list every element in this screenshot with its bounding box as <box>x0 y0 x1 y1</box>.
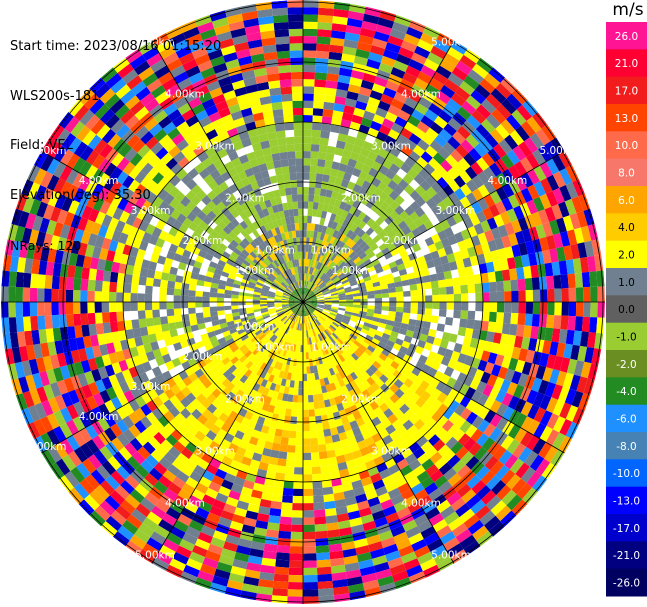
colorbar-tick-label: 10.0 <box>615 140 638 152</box>
colorbar-swatch <box>606 49 647 78</box>
range-rings <box>1 0 605 604</box>
range-ring-label: 2.00km <box>225 394 265 406</box>
range-ring-label: 3.00km <box>436 205 476 217</box>
colorbar-swatch <box>606 568 647 597</box>
range-ring-label: 3.00km <box>195 141 235 153</box>
scan-info-panel: Start time: 2023/08/16 01:15:20 WLS200s-… <box>10 6 221 288</box>
colorbar-swatch <box>606 22 647 50</box>
colorbar-tick-label: 6.0 <box>618 195 635 207</box>
range-ring-label: 1.00km <box>235 321 275 333</box>
colorbar-swatch <box>606 213 647 242</box>
range-ring-label: 3.00km <box>131 381 171 393</box>
colorbar-tick-label: 4.0 <box>618 222 635 234</box>
colorbar-tick-label: -4.0 <box>616 386 637 398</box>
colorbar-swatch <box>606 541 647 570</box>
colorbar-tick-label: -17.0 <box>613 523 640 535</box>
range-ring-label: 1.00km <box>235 265 275 277</box>
colorbar-swatch <box>606 76 647 105</box>
colorbar-swatch <box>606 350 647 378</box>
colorbar-tick-label: 8.0 <box>618 167 635 179</box>
colorbar-swatch <box>606 322 647 351</box>
range-ring-label: 1.00km <box>332 265 372 277</box>
colorbar-swatch <box>606 486 647 515</box>
colorbar-swatch <box>606 268 647 296</box>
colorbar-tick-label: 1.0 <box>618 277 635 289</box>
colorbar-swatch <box>606 377 647 406</box>
range-ring-label: 4.00km <box>79 411 119 423</box>
range-ring-label: 4.00km <box>401 497 441 509</box>
colorbar-tick-label: 21.0 <box>615 58 638 70</box>
range-ring-label: 1.00km <box>311 342 351 354</box>
colorbar-tick-label: 13.0 <box>615 113 638 125</box>
range-ring-label: 5.00km <box>431 37 471 49</box>
colorbar-tick-label: -1.0 <box>616 331 637 343</box>
range-ring-label: 4.00km <box>79 175 119 187</box>
velocity-colorbar: 26.0 21.0 17.0 13.0 10.0 8.0 6.0 4.0 2.0 1.0 0.0 -1… <box>606 22 647 607</box>
colorbar-swatch <box>606 514 647 542</box>
colorbar-tick-label: -30.0 <box>613 605 640 607</box>
range-ring-label: 3.00km <box>131 205 171 217</box>
colorbar-tick-label: 0.0 <box>618 304 635 316</box>
range-ring-label: 3.00km <box>371 445 411 457</box>
range-ring-label: 2.00km <box>384 235 424 247</box>
range-ring-label: 4.00km <box>401 89 441 101</box>
range-ring-label: 5.00km <box>135 37 175 49</box>
range-ring-label: 2.00km <box>225 193 265 205</box>
range-ring-label: 2.00km <box>341 193 381 205</box>
colorbar-swatch <box>606 158 647 187</box>
start-time-label: Start time: 2023/08/16 01:15:20 <box>10 39 222 54</box>
range-ring-label: 2.00km <box>183 235 223 247</box>
colorbar-swatch <box>606 404 647 433</box>
colorbar-tick-label: -13.0 <box>613 495 640 507</box>
colorbar-tick-label: -10.0 <box>613 468 640 480</box>
colorbar-swatch <box>606 131 647 160</box>
colorbar-tick-label: 26.0 <box>615 31 638 43</box>
range-ring-label: 5.00km <box>27 145 67 157</box>
colorbar-swatch <box>606 459 647 488</box>
colorbar-swatch <box>606 186 647 214</box>
field-label: Field: VEL <box>10 138 73 153</box>
range-ring-label: 5.00km <box>539 145 579 157</box>
range-ring-label: 2.00km <box>341 394 381 406</box>
elevation-label: Elevation(deg): 35.30 <box>10 187 151 203</box>
range-ring-label: 1.00km <box>311 245 351 257</box>
range-ring-label: 5.00km <box>431 549 471 561</box>
colorbar-tick-label: 17.0 <box>615 85 638 97</box>
range-ring-label: 1.00km <box>255 342 295 354</box>
colorbar-tick-label: -26.0 <box>613 577 640 589</box>
colorbar-tick-label: -2.0 <box>616 359 637 371</box>
colorbar-tick-label: 2.0 <box>618 249 635 261</box>
colorbar-tick-label: -21.0 <box>613 550 640 562</box>
colorbar-unit-label: m/s <box>612 0 644 20</box>
range-ring-label: 1.00km <box>255 245 295 257</box>
range-ring-label: 4.00km <box>488 175 528 187</box>
nrays-label: NRays: 120 <box>10 238 82 253</box>
range-ring-label: 3.00km <box>195 445 235 457</box>
colorbar-tick-label: -6.0 <box>616 413 637 425</box>
range-ring-label: 3.00km <box>371 141 411 153</box>
colorbar-swatch <box>606 295 647 324</box>
colorbar-swatch <box>606 432 647 460</box>
range-ring-label: 5.00km <box>27 441 67 453</box>
range-ring-label: 5.00km <box>135 549 175 561</box>
range-ring-label: 4.00km <box>165 497 205 509</box>
range-ring-label: 4.00km <box>165 89 205 101</box>
colorbar-swatch <box>606 104 647 132</box>
ppi-plot: 1.00km 2.00km 3.00km 4.00km 5.00km 1.00km 2.00… <box>1 0 605 604</box>
colorbar-tick-label: -8.0 <box>616 441 637 453</box>
instrument-label: WLS200s-181 <box>10 88 100 104</box>
range-ring-label: 2.00km <box>183 351 223 363</box>
colorbar-swatch <box>606 240 647 269</box>
